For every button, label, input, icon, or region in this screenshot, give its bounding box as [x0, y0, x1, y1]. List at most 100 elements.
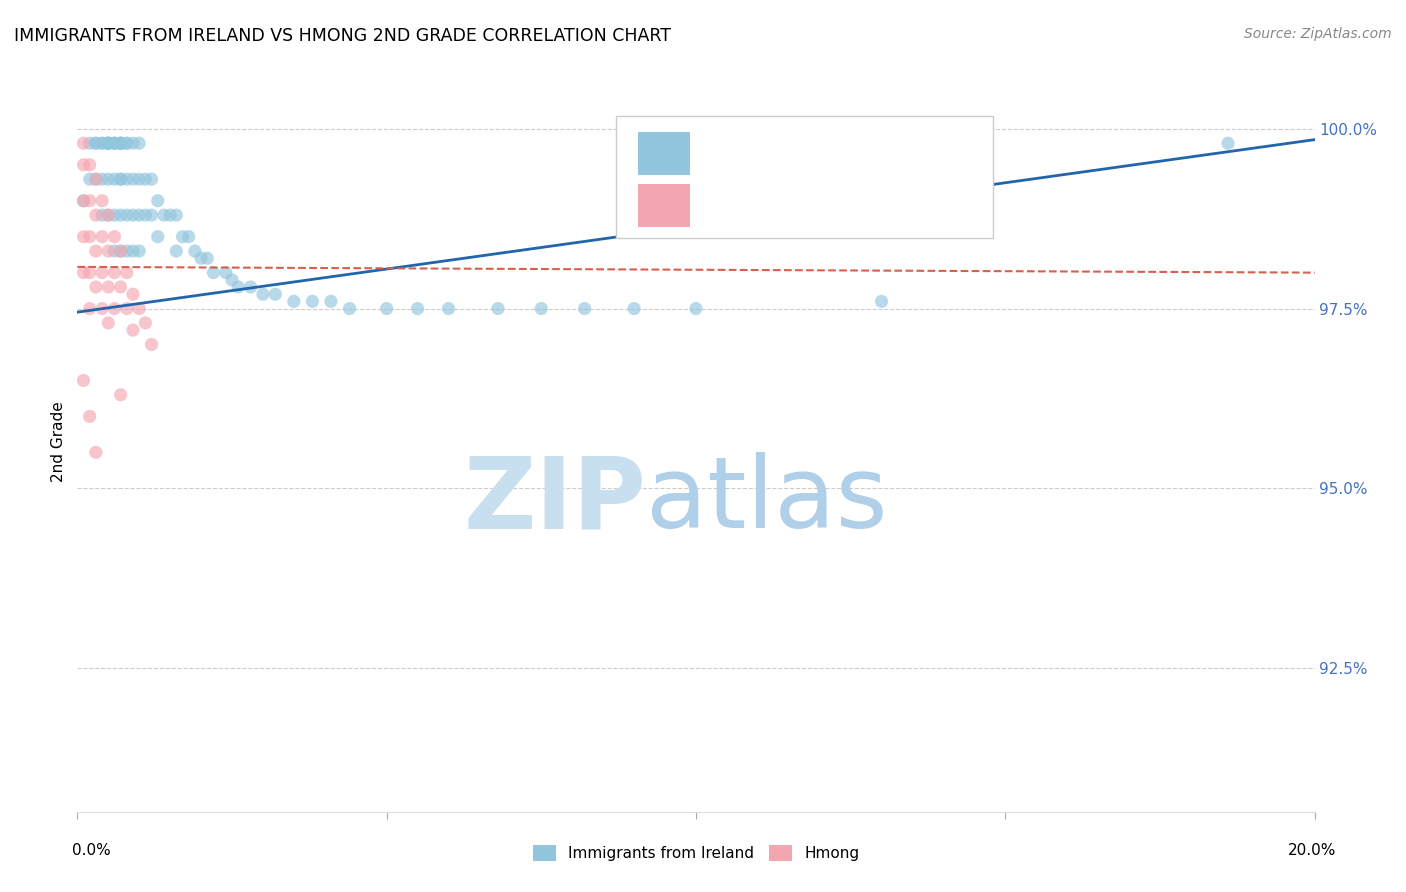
- Point: [870, 294, 893, 309]
- Point: [574, 301, 596, 316]
- Point: [128, 172, 150, 186]
- Point: [301, 294, 323, 309]
- Point: [103, 136, 125, 151]
- Point: [115, 266, 138, 280]
- Point: [79, 229, 101, 244]
- Point: [172, 229, 194, 244]
- Point: [110, 244, 132, 258]
- Point: [103, 301, 125, 316]
- Point: [91, 229, 114, 244]
- Point: [115, 244, 138, 258]
- Point: [141, 208, 163, 222]
- Text: R = -0.005   N = 38: R = -0.005 N = 38: [709, 196, 915, 214]
- Point: [146, 194, 169, 208]
- Text: IMMIGRANTS FROM IRELAND VS HMONG 2ND GRADE CORRELATION CHART: IMMIGRANTS FROM IRELAND VS HMONG 2ND GRA…: [14, 27, 671, 45]
- Text: ZIP: ZIP: [464, 452, 647, 549]
- Point: [72, 229, 94, 244]
- Point: [91, 172, 114, 186]
- Point: [97, 208, 120, 222]
- Point: [122, 172, 145, 186]
- Legend: Immigrants from Ireland, Hmong: Immigrants from Ireland, Hmong: [526, 839, 866, 867]
- Point: [115, 208, 138, 222]
- Point: [72, 194, 94, 208]
- Y-axis label: 2nd Grade: 2nd Grade: [51, 401, 66, 482]
- Point: [165, 244, 187, 258]
- Point: [110, 136, 132, 151]
- Point: [115, 136, 138, 151]
- Point: [84, 280, 107, 294]
- Point: [84, 172, 107, 186]
- Point: [177, 229, 200, 244]
- Point: [685, 301, 707, 316]
- Point: [79, 172, 101, 186]
- Point: [115, 301, 138, 316]
- Text: 20.0%: 20.0%: [1288, 843, 1336, 858]
- Text: 0.0%: 0.0%: [72, 843, 111, 858]
- Point: [84, 136, 107, 151]
- Point: [339, 301, 361, 316]
- Point: [146, 229, 169, 244]
- Point: [226, 280, 249, 294]
- Text: R =   0.414   N = 81: R = 0.414 N = 81: [709, 145, 925, 162]
- Point: [110, 172, 132, 186]
- FancyBboxPatch shape: [616, 116, 993, 238]
- Point: [79, 301, 101, 316]
- Point: [103, 172, 125, 186]
- Point: [115, 136, 138, 151]
- Text: Source: ZipAtlas.com: Source: ZipAtlas.com: [1244, 27, 1392, 41]
- Point: [97, 172, 120, 186]
- Point: [103, 244, 125, 258]
- Point: [184, 244, 207, 258]
- Point: [128, 208, 150, 222]
- Point: [91, 136, 114, 151]
- Point: [97, 136, 120, 151]
- Point: [1216, 136, 1239, 151]
- Point: [202, 266, 225, 280]
- Point: [79, 158, 101, 172]
- Point: [79, 266, 101, 280]
- Point: [283, 294, 305, 309]
- Point: [97, 136, 120, 151]
- Point: [122, 323, 145, 337]
- Point: [165, 208, 187, 222]
- Point: [128, 301, 150, 316]
- Point: [91, 136, 114, 151]
- Point: [264, 287, 287, 301]
- Point: [97, 136, 120, 151]
- Point: [375, 301, 398, 316]
- Point: [319, 294, 342, 309]
- Point: [103, 208, 125, 222]
- Point: [141, 337, 163, 351]
- Bar: [638, 184, 690, 227]
- Point: [134, 208, 156, 222]
- Point: [486, 301, 509, 316]
- Point: [103, 136, 125, 151]
- Point: [97, 136, 120, 151]
- Point: [97, 244, 120, 258]
- Point: [91, 208, 114, 222]
- Point: [103, 266, 125, 280]
- Point: [122, 136, 145, 151]
- Point: [91, 194, 114, 208]
- Point: [97, 136, 120, 151]
- Point: [91, 266, 114, 280]
- Point: [406, 301, 429, 316]
- Point: [97, 316, 120, 330]
- Point: [110, 172, 132, 186]
- Point: [84, 136, 107, 151]
- Point: [110, 208, 132, 222]
- Point: [159, 208, 181, 222]
- Point: [239, 280, 262, 294]
- Point: [91, 301, 114, 316]
- Point: [110, 136, 132, 151]
- Point: [72, 374, 94, 388]
- Point: [110, 136, 132, 151]
- Point: [84, 244, 107, 258]
- Point: [221, 273, 243, 287]
- Point: [190, 252, 212, 266]
- Point: [84, 445, 107, 459]
- Point: [134, 316, 156, 330]
- Point: [115, 172, 138, 186]
- Point: [79, 409, 101, 424]
- Point: [153, 208, 176, 222]
